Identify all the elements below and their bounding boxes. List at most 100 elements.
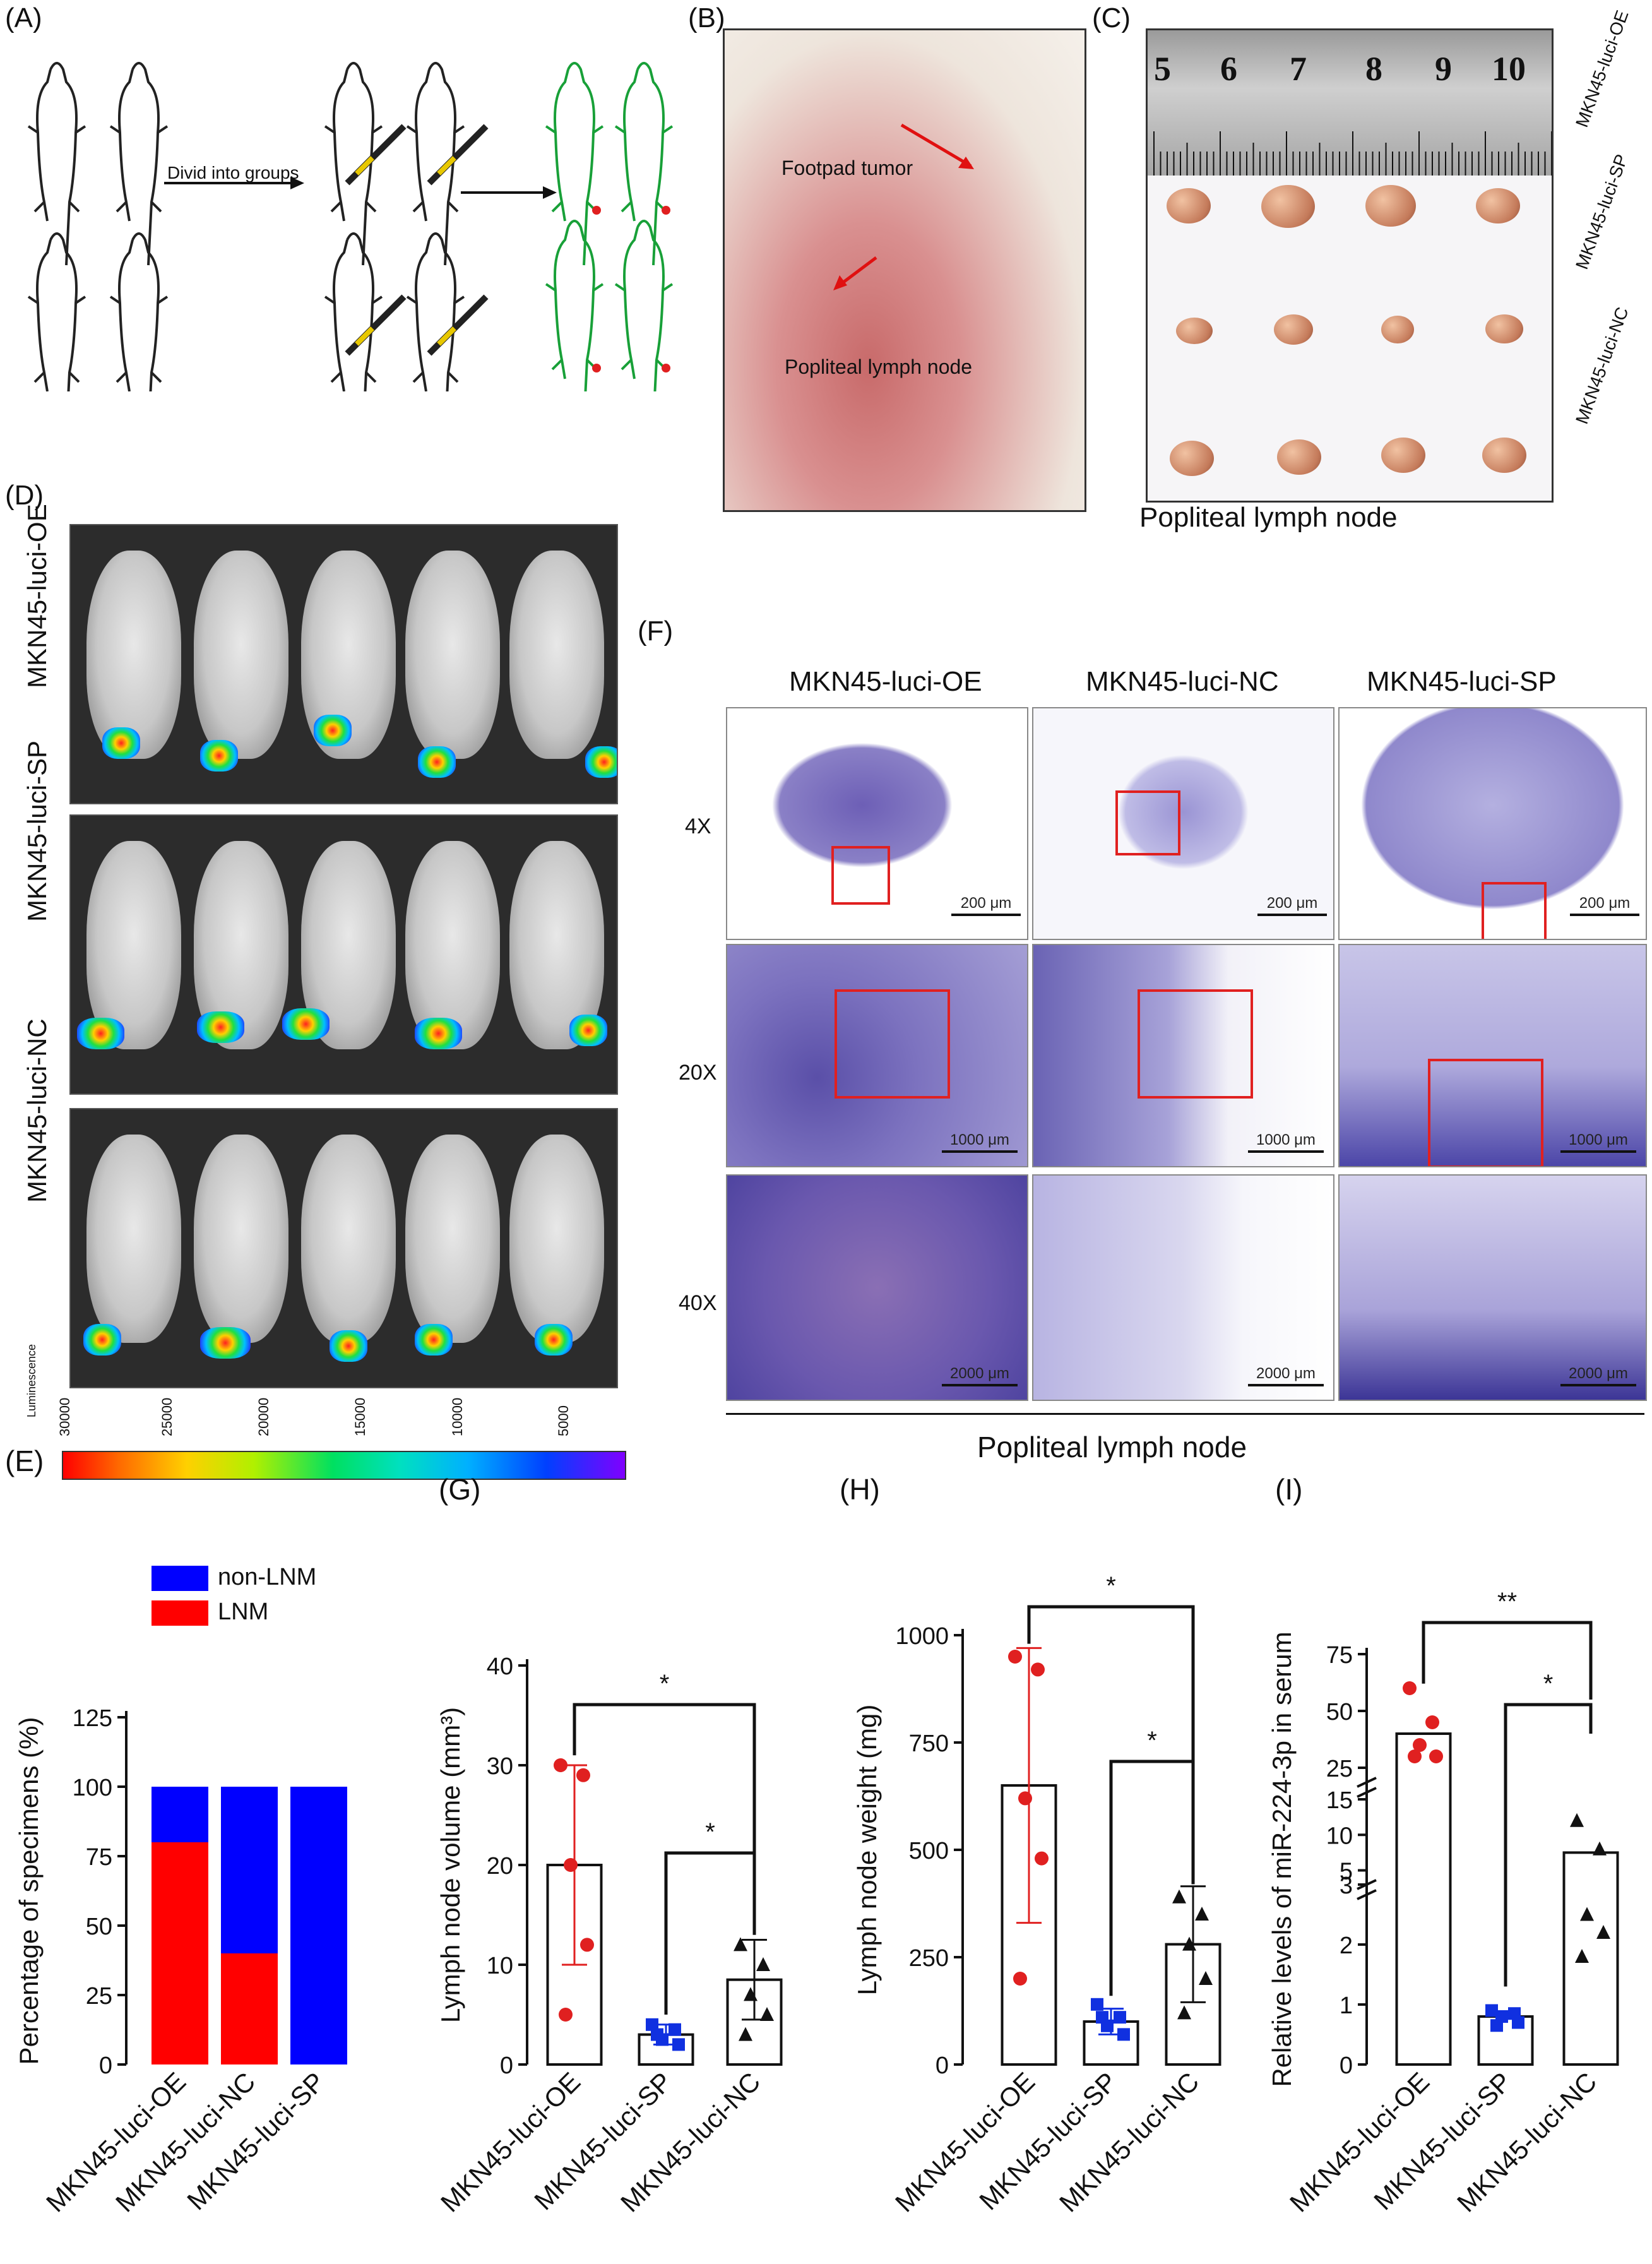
panel-f-divider [726, 1413, 1644, 1415]
histology-image: 1000 μm [1338, 944, 1647, 1167]
roi-box [831, 846, 890, 905]
significance-marker: * [660, 1670, 670, 1698]
legend-label: non-LNM [218, 1564, 316, 1590]
legend-swatch [152, 1566, 208, 1591]
data-point [1570, 1813, 1584, 1827]
category-label: MKN45-luci-SP [973, 2066, 1122, 2215]
significance-bracket [1422, 1621, 1593, 1700]
panel-a-label: (A) [5, 3, 42, 33]
lymph-node [1485, 314, 1523, 343]
data-point [1031, 1662, 1045, 1677]
scale-bar: 200 μm [951, 895, 1021, 916]
data-point [739, 2027, 752, 2041]
scale-bar: 200 μm [1570, 895, 1639, 916]
legend-swatch [152, 1600, 208, 1626]
data-point [646, 2018, 658, 2031]
y-tick-label: 15 [1326, 1787, 1353, 1814]
scale-bar: 1000 μm [1248, 1131, 1324, 1153]
stacked-bar-segment [152, 1842, 208, 2064]
data-point [1035, 1851, 1049, 1866]
ruler-number: 6 [1220, 50, 1237, 88]
scale-bar: 2000 μm [1248, 1365, 1324, 1386]
y-tick-label: 30 [487, 1753, 513, 1780]
y-tick-label: 3 [1340, 1873, 1353, 1899]
data-point [1177, 2005, 1191, 2020]
roi-box [835, 989, 950, 1099]
y-tick-label: 40 [487, 1653, 513, 1680]
ruler: 5 6 7 8 9 10 [1148, 30, 1552, 176]
lymph-node [1381, 438, 1425, 473]
panel-label: (G) [439, 1473, 480, 1506]
significance-bracket [1109, 1760, 1195, 1996]
significance-bracket [1504, 1703, 1593, 1987]
panel-c-label: (C) [1092, 3, 1131, 33]
bioluminescence-spot [200, 740, 238, 772]
scale-bar: 1000 μm [1560, 1131, 1636, 1153]
significance-marker: * [705, 1818, 715, 1846]
data-point [1195, 1907, 1209, 1921]
y-tick-label: 10 [487, 1953, 513, 1979]
ruler-number: 10 [1492, 50, 1526, 88]
y-tick-label: 1000 [895, 1623, 949, 1650]
y-tick-label: 75 [1326, 1642, 1353, 1669]
lymph-node [1170, 441, 1214, 476]
data-point [576, 1768, 590, 1782]
y-tick-label: 0 [1340, 2052, 1353, 2079]
data-point [672, 2038, 685, 2051]
footpad-tumor-label: Footpad tumor [781, 157, 913, 179]
data-point [651, 2028, 663, 2041]
lymph-node [1365, 185, 1416, 227]
data-point [559, 2008, 573, 2022]
significance-bracket [664, 1851, 756, 2015]
y-tick-label: 75 [86, 1844, 112, 1871]
ruler-number: 8 [1365, 50, 1382, 88]
data-point [1114, 2011, 1126, 2024]
y-tick-label: 10 [1326, 1823, 1353, 1849]
popliteal-node-label: Popliteal lymph node [785, 355, 973, 378]
bioluminescence-spot [102, 727, 140, 759]
panel-f-label: (F) [638, 616, 674, 646]
data-point [564, 1858, 578, 1872]
ruler-number: 7 [1290, 50, 1307, 88]
stacked-bar-segment [152, 1787, 208, 1842]
data-point [554, 1758, 568, 1772]
bioluminescence-spot [197, 1011, 244, 1043]
histology-image: 200 μm [726, 707, 1028, 940]
bioluminescence-spot [83, 1324, 121, 1355]
histology-image: 1000 μm [1032, 944, 1334, 1167]
roi-box [1428, 1059, 1543, 1166]
bioluminescence-spot [77, 1018, 124, 1049]
data-point [669, 2023, 681, 2036]
histology-image: 200 μm [1338, 707, 1647, 940]
bioluminescence-spot [314, 715, 352, 746]
histology-image: 200 μm [1032, 707, 1334, 940]
category-label: MKN45-luci-OE [1284, 2066, 1435, 2218]
ruler-number: 9 [1435, 50, 1452, 88]
panel-b-photo: Footpad tumor Popliteal lymph node [723, 28, 1086, 512]
lymph-node [1381, 316, 1414, 343]
y-tick-label: 0 [500, 2052, 513, 2079]
data-point [1593, 1841, 1607, 1856]
legend-label: LNM [218, 1599, 268, 1625]
magnification-label: 40X [679, 1291, 717, 1315]
lymph-node [1476, 188, 1520, 223]
y-tick-label: 1 [1340, 1993, 1353, 2019]
significance-bracket [1027, 1605, 1195, 1885]
histology-image: 2000 μm [726, 1174, 1028, 1401]
bioluminescence-spot [418, 746, 456, 778]
lymph-node [1176, 318, 1213, 344]
data-point [1403, 1681, 1417, 1695]
lymph-node [1482, 438, 1526, 473]
stacked-bar-segment [221, 1953, 278, 2064]
data-point [1091, 1998, 1103, 2011]
panel-c-photo: 5 6 7 8 9 10 [1146, 28, 1554, 503]
y-axis-label: Lymph node volume (mm³) [436, 1707, 465, 2023]
stacked-bar-segment [290, 1787, 347, 2064]
data-point [1575, 1949, 1589, 1963]
data-point [1413, 1738, 1427, 1752]
category-label: MKN45-luci-OE [889, 2066, 1041, 2218]
bioluminescence-spot [330, 1330, 367, 1362]
data-point [1182, 1936, 1196, 1951]
histology-image: 1000 μm [726, 944, 1028, 1167]
